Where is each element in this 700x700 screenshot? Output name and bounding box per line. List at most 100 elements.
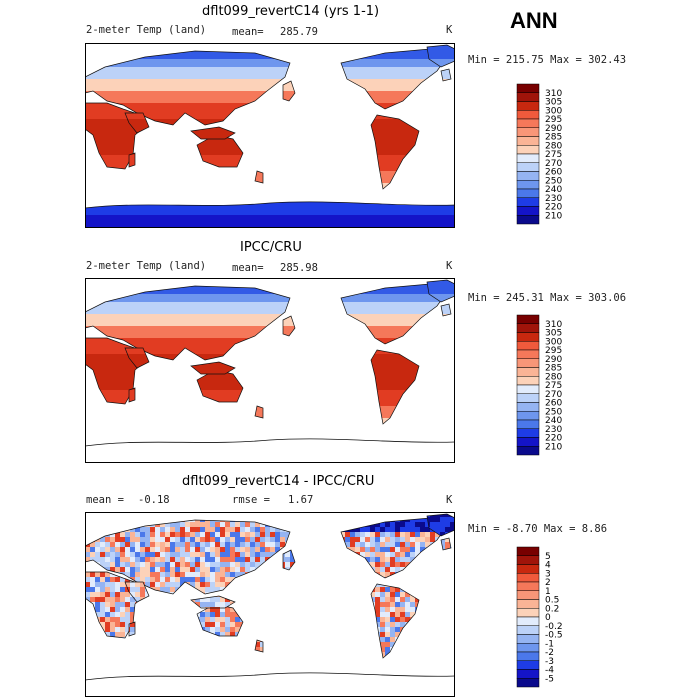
colorbar-swatch: [516, 367, 540, 377]
colorbar-swatch: [516, 660, 540, 670]
colorbar-tick-label: 5: [545, 552, 551, 562]
colorbar-tick-label: 300: [545, 337, 562, 347]
colorbar-swatch: [516, 616, 540, 626]
colorbar-swatch: [516, 127, 540, 137]
colorbar-swatch: [516, 608, 540, 618]
colorbar-tick-label: 220: [545, 434, 562, 444]
colorbar-swatch: [516, 358, 540, 368]
colorbar-swatch: [516, 215, 540, 225]
colorbar-tick-label: 3: [545, 569, 551, 579]
colorbar-swatch: [516, 376, 540, 386]
colorbar-tick-label: 240: [545, 416, 562, 426]
min-max-label: Min = 245.31 Max = 303.06: [468, 292, 626, 304]
arabia-region: [125, 348, 149, 368]
colorbar-swatch: [516, 323, 540, 333]
greenland-region: [427, 45, 455, 67]
colorbar-tick-label: 230: [545, 194, 562, 204]
colorbar-tick-label: -0.2: [545, 622, 563, 632]
variable-label: 2-meter Temp (land): [86, 24, 206, 36]
colorbar-swatch: [516, 437, 540, 447]
diff-mean-label: mean =: [86, 494, 124, 506]
colorbar-swatch: [516, 402, 540, 412]
colorbar-tick-label: 270: [545, 159, 562, 169]
colorbar-swatch: [516, 136, 540, 146]
colorbar-swatch: [516, 678, 540, 688]
colorbar-tick-label: 275: [545, 381, 562, 391]
panel-title: dflt099_revertC14 (yrs 1-1): [202, 4, 379, 19]
colorbar-tick-label: 0.5: [545, 596, 559, 606]
antarctica-outline: [85, 438, 455, 447]
colorbar-tick-label: -1: [545, 639, 554, 649]
colorbar-swatch: [516, 643, 540, 653]
colorbar-tick-label: 250: [545, 176, 562, 186]
colorbar-tick-label: 310: [545, 89, 562, 99]
units-label: K: [446, 24, 452, 36]
colorbar-tick-label: 280: [545, 141, 562, 151]
colorbar-tick-label: -2: [545, 648, 554, 658]
colorbar-tick-label: 210: [545, 442, 562, 452]
colorbar-tick-label: 290: [545, 355, 562, 365]
colorbar-tick-label: 250: [545, 407, 562, 417]
colorbar-swatch: [516, 153, 540, 163]
colorbar: 3103053002952902852802752702602502402302…: [516, 314, 562, 456]
mean-label: mean=: [232, 26, 264, 38]
colorbar-swatch: [516, 419, 540, 429]
arabia-region: [125, 113, 149, 133]
colorbar-swatch: [516, 332, 540, 342]
colorbar-swatch: [516, 206, 540, 216]
colorbar-tick-label: -4: [545, 666, 554, 676]
rmse-value: 1.67: [288, 494, 313, 506]
indonesia-region: [191, 127, 235, 139]
colorbar-swatch: [516, 651, 540, 661]
colorbar-swatch: [516, 564, 540, 574]
colorbar-tick-label: 260: [545, 168, 562, 178]
colorbar-swatch: [516, 446, 540, 456]
colorbar-swatch: [516, 92, 540, 102]
colorbar-tick-label: 210: [545, 211, 562, 221]
colorbar-tick-label: 300: [545, 106, 562, 116]
colorbar-swatch: [516, 590, 540, 600]
colorbar-swatch: [516, 349, 540, 359]
antarctica-outline: [85, 672, 455, 681]
indonesia-region: [191, 362, 235, 374]
colorbar-tick-label: 2: [545, 578, 551, 588]
map-panel: [85, 278, 455, 463]
colorbar: 3103053002952902852802752702602502402302…: [516, 83, 562, 225]
colorbar-swatch: [516, 384, 540, 394]
colorbar-swatch: [516, 197, 540, 207]
units-label: K: [446, 260, 452, 272]
colorbar-tick-label: 310: [545, 320, 562, 330]
new-zealand-region: [255, 171, 263, 183]
map-panel: [85, 512, 455, 697]
colorbar-swatch: [516, 428, 540, 438]
colorbar-swatch: [516, 188, 540, 198]
colorbar-swatch: [516, 393, 540, 403]
new-zealand-region: [255, 406, 263, 418]
colorbar-tick-label: 240: [545, 185, 562, 195]
min-max-label: Min = -8.70 Max = 8.86: [468, 523, 607, 535]
colorbar-swatch: [516, 546, 540, 556]
colorbar-tick-label: 4: [545, 561, 551, 571]
madagascar-region: [129, 622, 135, 636]
colorbar-swatch: [516, 555, 540, 565]
colorbar-tick-label: 280: [545, 372, 562, 382]
colorbar-tick-label: 270: [545, 390, 562, 400]
panel-title: IPCC/CRU: [240, 240, 302, 255]
colorbar-tick-label: -0.5: [545, 631, 563, 641]
colorbar-tick-label: 285: [545, 133, 562, 143]
colorbar-tick-label: -3: [545, 657, 554, 667]
colorbar-swatch: [516, 162, 540, 172]
mean-value: 285.79: [280, 26, 318, 38]
colorbar-swatch: [516, 625, 540, 635]
colorbar-swatch: [516, 171, 540, 181]
colorbar-tick-label: 230: [545, 425, 562, 435]
colorbar-swatch: [516, 669, 540, 679]
map-panel: [85, 43, 455, 228]
colorbar-tick-label: -5: [545, 674, 554, 684]
colorbar-swatch: [516, 83, 540, 93]
colorbar-tick-label: 305: [545, 98, 562, 108]
colorbar-swatch: [516, 341, 540, 351]
colorbar-swatch: [516, 118, 540, 128]
colorbar-tick-label: 295: [545, 346, 562, 356]
